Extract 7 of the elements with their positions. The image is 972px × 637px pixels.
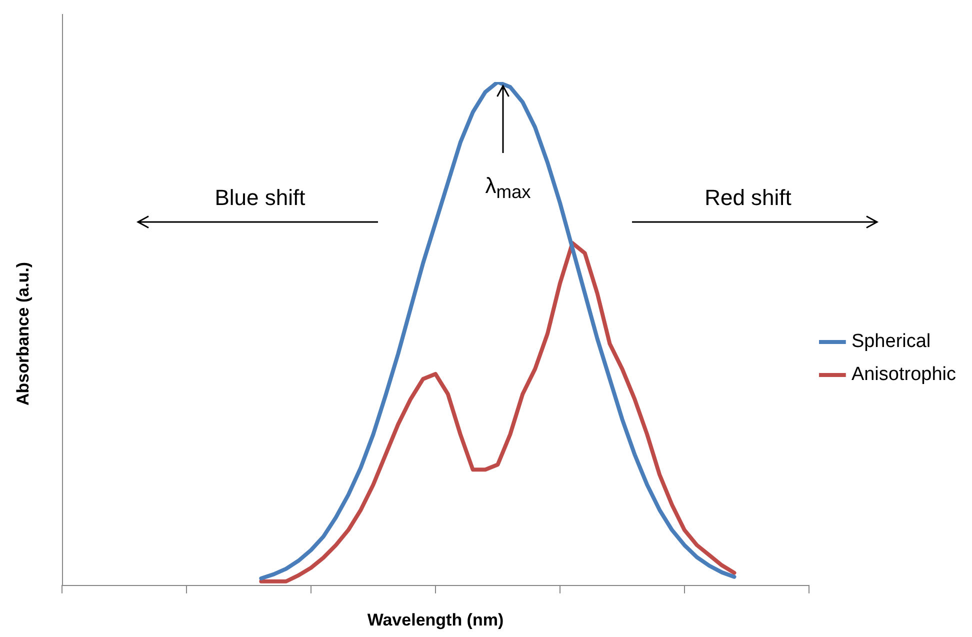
y-axis-title: Absorbance (a.u.) bbox=[14, 262, 33, 406]
annotation: Red shift bbox=[704, 185, 792, 211]
annotation: Blue shift bbox=[214, 185, 306, 211]
annotation: λ$_{max}$ bbox=[485, 172, 531, 204]
legend-label: Anisotrophic bbox=[851, 364, 956, 386]
legend-label: Spherical bbox=[851, 331, 931, 352]
x-axis-title: Wavelength (nm) bbox=[367, 610, 504, 630]
